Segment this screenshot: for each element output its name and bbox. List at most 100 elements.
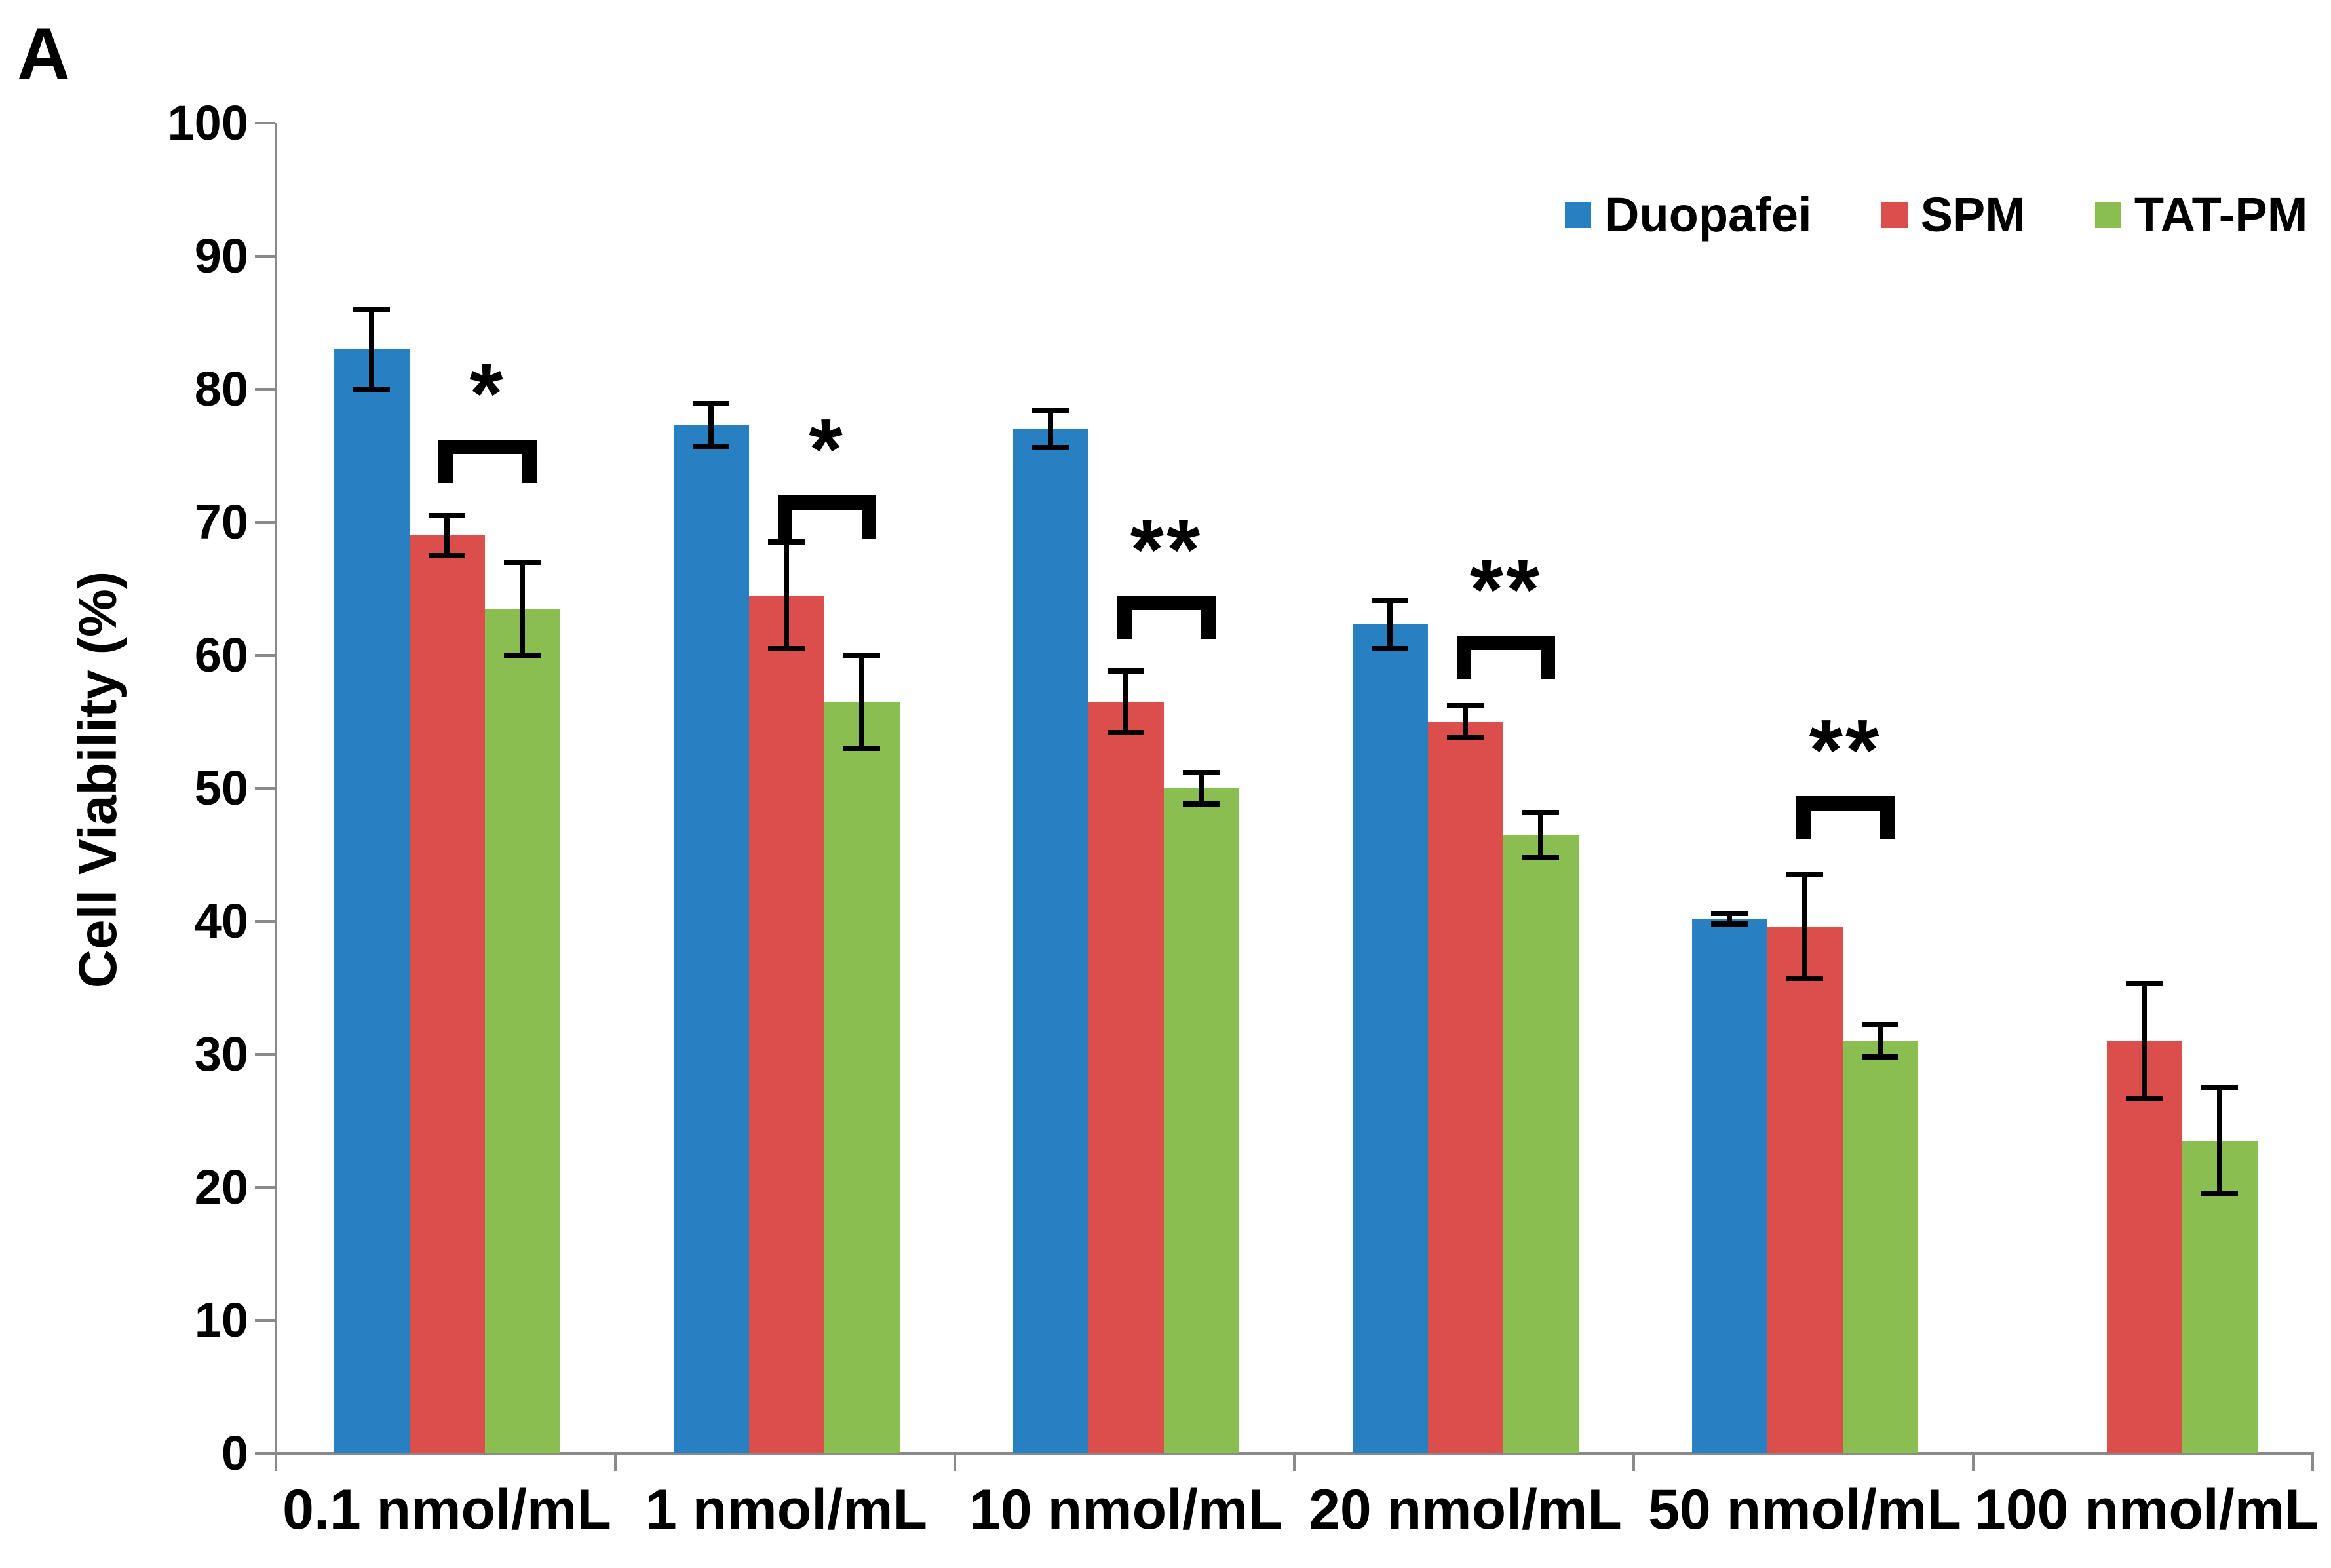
category-tick: [1632, 1453, 1635, 1471]
errorbar-cap-bottom: [504, 653, 541, 658]
errorbar-line: [708, 404, 714, 447]
errorbar-cap-top: [1711, 910, 1748, 916]
bar-tat-pm: [824, 702, 900, 1453]
errorbar-cap-bottom: [1711, 921, 1748, 927]
bar-tat-pm: [484, 608, 560, 1453]
errorbar-line: [859, 655, 864, 749]
errorbar-cap-top: [1447, 703, 1484, 709]
errorbar-cap-bottom: [2201, 1191, 2238, 1197]
bar-duopafei: [334, 349, 410, 1453]
significance-label: *: [469, 345, 506, 442]
errorbar-cap-top: [1183, 769, 1220, 775]
bar-spm: [748, 595, 824, 1453]
errorbar-line: [1048, 410, 1053, 448]
y-axis-line: [275, 123, 277, 1471]
errorbar-cap-top: [353, 307, 390, 313]
significance-bracket: [1117, 595, 1216, 639]
y-tick: [255, 122, 275, 124]
significance-label: **: [1809, 702, 1882, 799]
y-tick-label: 100: [167, 96, 248, 150]
errorbar-line: [1387, 600, 1393, 649]
category-tick: [275, 1453, 277, 1471]
x-category-label: 100 nmol/mL: [1975, 1478, 2319, 1541]
bar-spm: [1767, 927, 1843, 1453]
errorbar-cap-top: [1372, 598, 1408, 603]
y-tick: [255, 1186, 275, 1189]
errorbar-cap-top: [1786, 871, 1823, 877]
y-tick-label: 70: [194, 495, 248, 549]
y-tick: [255, 1053, 275, 1056]
legend-item-spm: SPM: [1881, 189, 2026, 241]
y-tick-label: 60: [194, 628, 248, 682]
category-tick: [1972, 1453, 1975, 1471]
errorbar-line: [2142, 984, 2147, 1098]
significance-bracket: [778, 495, 876, 539]
significance-label: *: [809, 401, 845, 498]
y-tick: [255, 1452, 275, 1455]
errorbar-line: [1463, 706, 1468, 738]
y-tick: [255, 920, 275, 923]
legend-swatch-duopafei: [1565, 202, 1591, 228]
errorbar-line: [1878, 1025, 1883, 1058]
legend-label: Duopafei: [1604, 187, 1812, 242]
y-tick-label: 40: [194, 894, 248, 948]
legend: Duopafei SPM TAT-PM: [1565, 189, 2307, 241]
panel-label: A: [17, 13, 71, 95]
errorbar-cap-top: [504, 559, 541, 565]
errorbar-cap-top: [1108, 668, 1144, 674]
legend-label: TAT-PM: [2134, 187, 2308, 242]
bar-spm: [409, 535, 485, 1453]
y-tick-label: 10: [194, 1293, 248, 1347]
significance-label: **: [1130, 501, 1203, 598]
y-tick: [255, 1319, 275, 1322]
bar-duopafei: [1012, 429, 1088, 1453]
errorbar-cap-top: [1522, 809, 1559, 815]
errorbar-cap-top: [1032, 408, 1069, 413]
y-tick: [255, 654, 275, 657]
category-tick: [614, 1453, 617, 1471]
legend-label: SPM: [1920, 187, 2026, 242]
y-tick: [255, 521, 275, 524]
y-tick-label: 50: [194, 761, 248, 815]
errorbar-line: [1123, 671, 1128, 733]
bar-duopafei: [1691, 918, 1767, 1453]
errorbar-cap-bottom: [843, 746, 880, 752]
legend-item-duopafei: Duopafei: [1565, 189, 1812, 241]
bar-tat-pm: [1842, 1041, 1918, 1453]
legend-swatch-tat-pm: [2094, 202, 2121, 228]
y-tick: [255, 787, 275, 790]
bar-tat-pm: [1503, 835, 1579, 1453]
errorbar-cap-bottom: [1032, 445, 1069, 451]
category-tick: [1293, 1453, 1296, 1471]
y-tick-label: 90: [194, 229, 248, 283]
errorbar-cap-bottom: [1786, 976, 1823, 982]
bar-tat-pm: [1163, 788, 1239, 1453]
errorbar-cap-top: [843, 653, 880, 658]
bar-duopafei: [673, 425, 749, 1453]
significance-bracket: [1457, 635, 1555, 679]
errorbar-cap-bottom: [1183, 801, 1220, 807]
errorbar-cap-top: [768, 539, 805, 545]
x-category-label: 1 nmol/mL: [645, 1478, 928, 1541]
errorbar-cap-bottom: [1108, 729, 1144, 735]
errorbar-cap-bottom: [1372, 645, 1408, 651]
x-category-label: 10 nmol/mL: [969, 1478, 1282, 1541]
errorbar-cap-top: [2201, 1084, 2238, 1090]
bar-spm: [1088, 702, 1164, 1453]
y-tick: [255, 388, 275, 391]
errorbar-cap-bottom: [353, 387, 390, 392]
errorbar-cap-top: [1862, 1022, 1898, 1028]
errorbar-cap-bottom: [768, 645, 805, 651]
bar-spm: [2106, 1041, 2182, 1453]
category-tick: [954, 1453, 956, 1471]
y-tick-label: 80: [194, 362, 248, 416]
x-category-label: 50 nmol/mL: [1648, 1478, 1961, 1541]
errorbar-line: [369, 309, 374, 389]
y-tick: [255, 255, 275, 258]
y-tick-label: 20: [194, 1160, 248, 1214]
errorbar-cap-top: [429, 512, 465, 518]
errorbar-line: [2217, 1087, 2222, 1195]
x-category-label: 20 nmol/mL: [1309, 1478, 1622, 1541]
significance-label: **: [1469, 541, 1543, 638]
